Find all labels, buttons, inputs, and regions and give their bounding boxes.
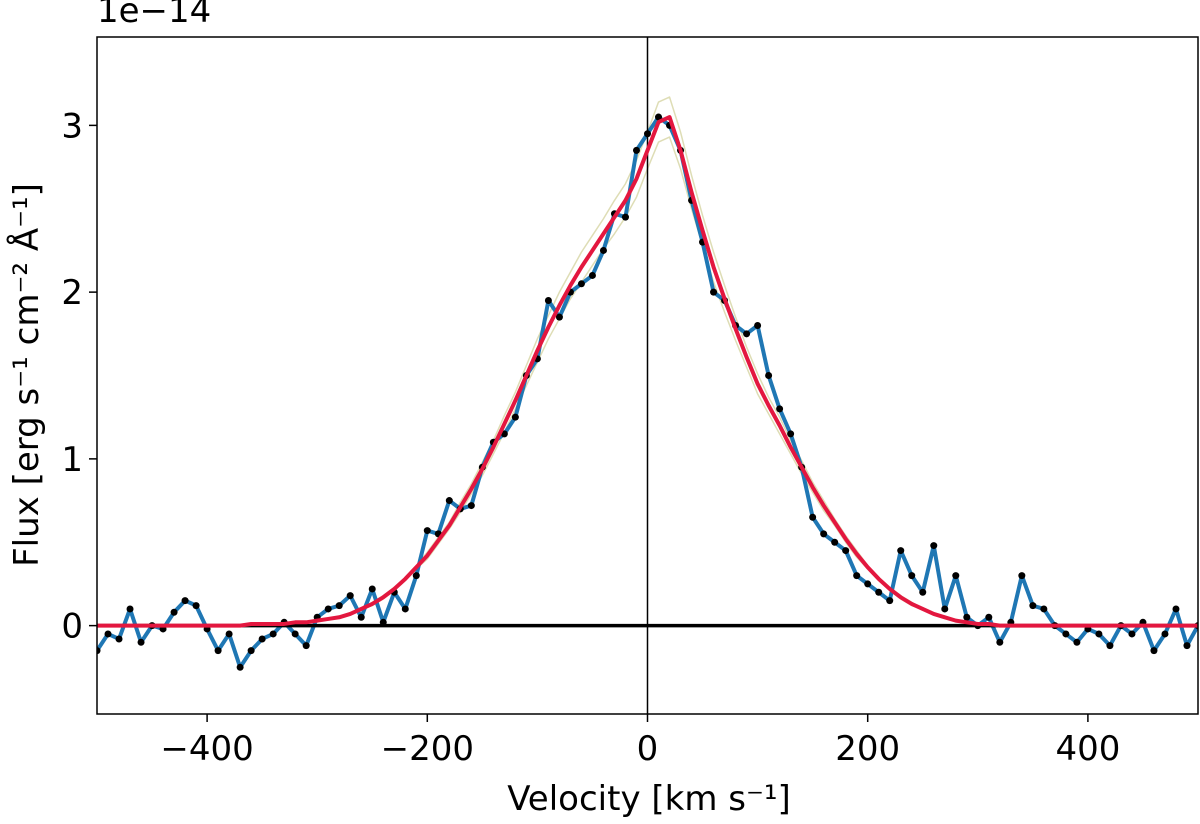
x-tick-label: −400	[160, 729, 253, 769]
data-point	[181, 597, 189, 605]
data-point	[930, 542, 938, 550]
data-point	[599, 246, 607, 254]
data-point	[544, 296, 552, 304]
y-tick-label: 3	[61, 106, 83, 146]
data-point	[247, 647, 255, 655]
data-point	[919, 588, 927, 596]
y-axis-label: Flux [erg s⁻¹ cm⁻² Å⁻¹]	[6, 183, 47, 567]
data-point	[291, 630, 299, 638]
data-point	[765, 372, 773, 379]
data-point	[1150, 647, 1158, 655]
data-point	[1073, 638, 1081, 646]
data-point	[368, 585, 376, 593]
data-point	[1040, 605, 1048, 613]
x-tick-label: 200	[835, 729, 900, 769]
data-point	[875, 588, 883, 596]
data-point	[1029, 602, 1037, 610]
data-point	[126, 605, 134, 613]
data-point	[445, 497, 453, 505]
data-point	[236, 663, 244, 671]
data-point	[632, 146, 640, 154]
data-point	[985, 613, 993, 621]
data-point	[335, 602, 343, 610]
data-point	[401, 605, 409, 613]
data-point	[1161, 630, 1169, 638]
y-tick-label: 1	[61, 440, 83, 480]
data-point	[467, 502, 475, 510]
data-point	[621, 213, 629, 221]
data-point	[137, 638, 145, 646]
data-point	[963, 613, 971, 621]
x-tick-label: 0	[637, 729, 659, 769]
y-tick-label: 0	[61, 607, 83, 647]
data-point	[897, 547, 905, 555]
data-point	[809, 513, 817, 521]
data-point	[952, 572, 960, 580]
series-line	[97, 115, 1198, 628]
data-point	[170, 608, 178, 616]
data-point	[787, 430, 795, 438]
data-point	[886, 597, 894, 605]
data-point	[357, 613, 365, 621]
data-point	[831, 538, 839, 546]
data-point	[710, 288, 718, 296]
plot-area	[97, 37, 1198, 714]
data-point	[776, 405, 784, 413]
data-point	[820, 530, 828, 538]
data-point	[941, 605, 949, 613]
data-point	[324, 605, 332, 613]
x-axis-label: Velocity [km s⁻¹]	[507, 779, 791, 819]
data-point	[555, 313, 563, 321]
data-point	[577, 280, 585, 288]
data-point	[853, 572, 861, 580]
data-point	[743, 330, 751, 338]
data-point	[842, 547, 850, 555]
data-point	[996, 638, 1004, 646]
data-point	[1128, 630, 1136, 638]
data-point	[1183, 642, 1191, 650]
offset-text: 1e−14	[97, 0, 211, 31]
data-point	[1106, 642, 1114, 650]
data-point	[1095, 630, 1103, 638]
data-point	[588, 271, 596, 279]
data-point	[346, 592, 354, 600]
data-point	[192, 602, 200, 610]
data-point	[1172, 605, 1180, 613]
data-point	[104, 630, 112, 638]
data-point	[115, 635, 123, 643]
data-point	[655, 113, 663, 121]
data-point	[97, 647, 101, 655]
y-tick-label: 2	[61, 273, 83, 313]
data-point	[864, 580, 872, 588]
data-point	[511, 413, 519, 421]
data-point	[754, 321, 762, 329]
x-tick-label: 400	[1055, 729, 1120, 769]
data-point	[269, 630, 277, 638]
data-point	[214, 647, 222, 655]
x-tick-label: −200	[381, 729, 474, 769]
data-point	[908, 572, 916, 580]
data-point	[225, 630, 233, 638]
data-point	[302, 642, 310, 650]
data-point	[412, 572, 420, 580]
data-point	[1062, 630, 1070, 638]
data-point	[258, 635, 266, 643]
data-point	[423, 527, 431, 535]
data-point	[1018, 572, 1026, 580]
